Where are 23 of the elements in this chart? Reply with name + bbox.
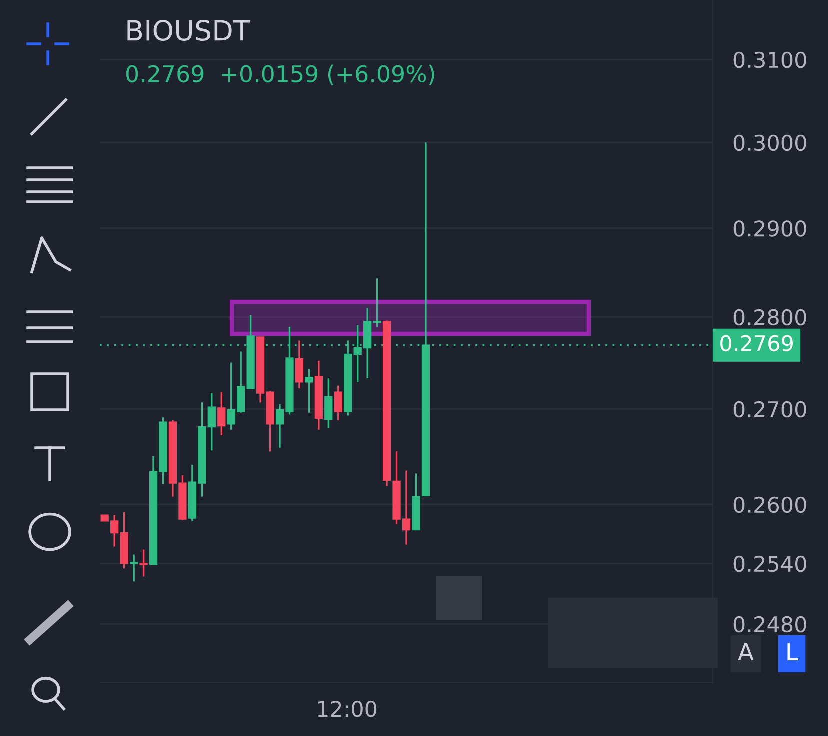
candlestick (295, 340, 304, 390)
text: A (738, 643, 754, 661)
candlestick (218, 392, 226, 436)
text: L (788, 643, 798, 661)
candlestick (305, 368, 314, 414)
y-tick-label: 0.3000 (734, 134, 806, 152)
candlestick (334, 385, 342, 422)
text: 12:00 (318, 700, 377, 718)
text: BIOUSDT (128, 20, 251, 42)
y-tick-label: 0.3100 (734, 52, 806, 68)
text: 0.2769 +0.0159 (+6.09%) (126, 64, 434, 86)
y-tick-label: 0.2600 (734, 496, 806, 514)
y-tick-label: 0.2700 (734, 401, 806, 418)
y-tick-label: 0.2540 (734, 556, 806, 572)
y-tick-label: 0.2480 (734, 616, 806, 633)
candlestick (208, 392, 216, 452)
y-tick-label: 0.2900 (734, 220, 806, 237)
ref-line-label: 0.2769 (720, 335, 793, 352)
candlestick (140, 548, 148, 578)
candlestick (130, 554, 138, 583)
candlestick (324, 378, 333, 429)
y-tick-label: 0.2800 (734, 309, 806, 326)
candlestick (373, 278, 382, 328)
